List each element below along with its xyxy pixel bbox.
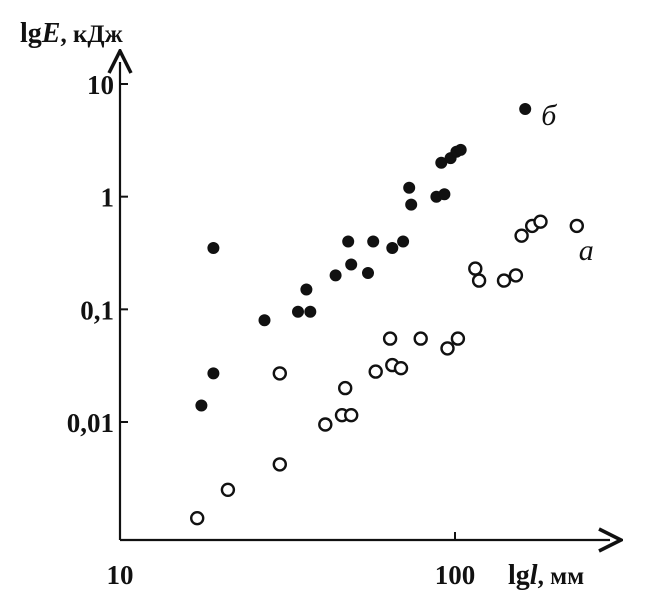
data-point-open xyxy=(533,214,548,229)
y-tick-label: 0,1 xyxy=(80,295,114,325)
data-point-open xyxy=(471,273,487,288)
data-point-open xyxy=(382,331,398,346)
data-point-open xyxy=(368,364,383,379)
data-point-filled xyxy=(386,242,399,254)
data-point-filled xyxy=(195,399,208,412)
axis-title-unit: , кДж xyxy=(60,21,123,48)
series-label: б xyxy=(541,99,557,132)
data-point-open xyxy=(344,408,359,423)
axis-title-var: E xyxy=(41,18,61,49)
x-tick-label: 100 xyxy=(435,560,476,590)
series-0 xyxy=(195,103,532,412)
x-axis-title: lgl, мм xyxy=(508,560,584,591)
axis-title-prefix: lg xyxy=(20,18,42,49)
data-point-filled xyxy=(405,198,418,211)
data-point-filled xyxy=(362,267,374,279)
data-point-filled xyxy=(329,269,342,282)
y-axis-title: lgE, кДж xyxy=(20,18,124,49)
y-tick-label: 1 xyxy=(101,183,115,213)
data-point-filled xyxy=(519,103,532,115)
data-point-filled xyxy=(300,283,313,296)
data-point-open xyxy=(450,331,466,346)
series-label: а xyxy=(579,234,594,267)
data-point-filled xyxy=(345,258,358,271)
data-point-filled xyxy=(367,235,380,248)
y-tick-label: 0,01 xyxy=(67,408,114,438)
data-point-open xyxy=(272,457,287,472)
data-point-filled xyxy=(438,188,451,201)
data-point-open xyxy=(514,228,529,243)
axis-title-var: l xyxy=(530,560,538,591)
data-point-filled xyxy=(397,235,410,248)
data-point-open xyxy=(468,261,483,276)
data-point-open xyxy=(413,331,428,346)
data-point-filled xyxy=(304,305,317,318)
x-tick-label: 10 xyxy=(107,560,134,590)
axis-title-unit: , мм xyxy=(538,563,585,590)
data-point-open xyxy=(508,268,524,283)
data-point-filled xyxy=(292,305,304,318)
data-point-open xyxy=(496,273,512,288)
data-point-filled xyxy=(258,314,271,327)
data-point-filled xyxy=(435,156,448,169)
axis-title-prefix: lg xyxy=(508,560,530,591)
data-point-open xyxy=(272,366,287,381)
series-1 xyxy=(189,214,584,526)
data-point-filled xyxy=(403,181,416,194)
data-point-filled xyxy=(454,143,467,156)
data-point-open xyxy=(569,218,584,234)
tick-labels: 10 1 0,1 0,01 10 100 xyxy=(67,70,476,590)
data-point-filled xyxy=(207,367,220,380)
data-point-open xyxy=(338,380,353,396)
data-point-open xyxy=(189,511,205,526)
data-point-open xyxy=(220,482,236,497)
data-point-filled xyxy=(342,235,355,248)
data-point-open xyxy=(440,341,455,356)
data-point-open xyxy=(393,361,409,376)
data-points: ба xyxy=(189,99,594,526)
data-point-open xyxy=(318,417,333,432)
data-point-filled xyxy=(207,242,220,254)
y-tick-label: 10 xyxy=(87,70,114,100)
axes xyxy=(120,62,610,540)
